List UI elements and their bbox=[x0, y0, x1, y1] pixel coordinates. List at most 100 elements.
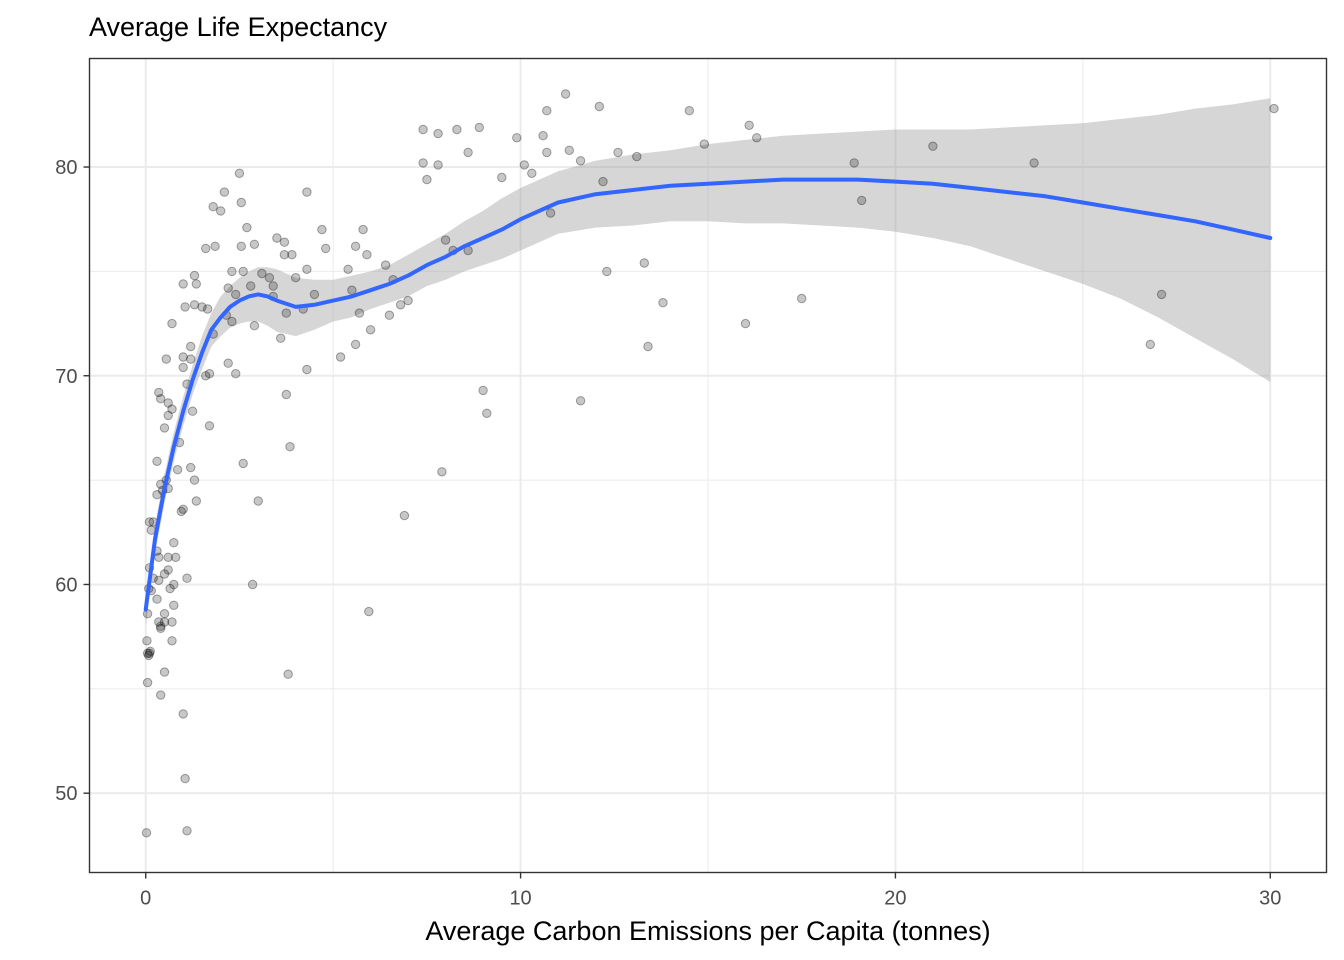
data-point bbox=[238, 458, 248, 469]
data-point bbox=[463, 147, 473, 158]
data-point bbox=[159, 569, 170, 579]
data-point bbox=[1156, 289, 1167, 300]
data-point bbox=[142, 677, 153, 688]
data-point bbox=[152, 490, 162, 500]
data-point bbox=[178, 362, 188, 373]
data-point bbox=[347, 285, 357, 295]
data-point bbox=[246, 281, 256, 291]
data-point bbox=[452, 124, 462, 135]
x-tick-label: 10 bbox=[509, 888, 531, 910]
data-point bbox=[928, 141, 938, 151]
data-point bbox=[227, 316, 237, 327]
data-point bbox=[575, 156, 586, 166]
data-point bbox=[538, 131, 548, 141]
data-point bbox=[744, 120, 754, 131]
data-point bbox=[440, 235, 451, 245]
smooth-trend-line bbox=[143, 177, 1273, 612]
smooth-line-layer bbox=[143, 177, 1273, 612]
data-point bbox=[167, 617, 177, 627]
data-point bbox=[216, 206, 226, 216]
data-point bbox=[163, 398, 173, 408]
major-gridlines bbox=[89, 58, 1327, 873]
data-points-layer bbox=[141, 89, 1279, 838]
data-point bbox=[145, 646, 155, 656]
data-point bbox=[167, 636, 177, 646]
data-point bbox=[281, 308, 291, 318]
data-point bbox=[167, 318, 177, 329]
x-tick-label: 0 bbox=[140, 888, 151, 910]
data-point bbox=[418, 158, 428, 168]
data-point bbox=[358, 224, 368, 235]
data-point bbox=[159, 617, 170, 627]
data-point bbox=[191, 496, 202, 506]
data-point bbox=[740, 318, 751, 329]
data-point bbox=[144, 648, 155, 658]
data-point bbox=[201, 243, 211, 254]
minor-gridlines bbox=[89, 58, 1327, 873]
data-point bbox=[156, 621, 166, 631]
data-point bbox=[169, 538, 179, 548]
data-point bbox=[482, 408, 492, 418]
data-point bbox=[283, 669, 293, 679]
data-point bbox=[399, 510, 410, 521]
data-point bbox=[227, 266, 237, 277]
data-point bbox=[141, 828, 152, 838]
data-point bbox=[208, 202, 218, 212]
data-point bbox=[249, 239, 260, 250]
data-point bbox=[422, 174, 432, 185]
data-point bbox=[189, 300, 200, 310]
panel-border bbox=[88, 57, 1328, 874]
data-point bbox=[191, 279, 202, 289]
data-point bbox=[1029, 158, 1039, 168]
data-point bbox=[236, 241, 247, 252]
data-point bbox=[403, 295, 413, 306]
data-point bbox=[169, 600, 179, 610]
data-point bbox=[362, 250, 372, 260]
data-point bbox=[165, 583, 175, 594]
data-point bbox=[219, 187, 230, 197]
data-point bbox=[437, 467, 447, 477]
data-point bbox=[142, 636, 152, 646]
x-tick-label: 20 bbox=[884, 888, 906, 910]
data-point bbox=[223, 283, 233, 293]
data-point bbox=[142, 648, 153, 658]
data-point bbox=[144, 517, 155, 527]
data-point bbox=[264, 273, 275, 283]
data-point bbox=[152, 456, 162, 466]
data-point bbox=[658, 298, 668, 308]
data-point bbox=[154, 387, 164, 398]
data-point bbox=[474, 122, 484, 133]
data-point bbox=[231, 289, 241, 300]
x-axis-ticks: 0 10 20 30 bbox=[140, 872, 1281, 910]
data-point bbox=[1145, 339, 1156, 350]
data-point bbox=[613, 147, 623, 158]
chart-title: Average Life Expectancy bbox=[89, 12, 388, 42]
data-point bbox=[542, 147, 552, 158]
data-point bbox=[364, 606, 374, 617]
data-point bbox=[156, 394, 166, 404]
data-point bbox=[335, 352, 346, 362]
data-point bbox=[197, 302, 207, 312]
data-point bbox=[234, 168, 245, 179]
data-point bbox=[857, 195, 867, 206]
data-point bbox=[163, 552, 173, 562]
data-point bbox=[159, 667, 170, 677]
data-point bbox=[176, 506, 187, 517]
data-point bbox=[182, 573, 192, 583]
data-point bbox=[380, 260, 391, 270]
data-point bbox=[247, 579, 258, 590]
data-point bbox=[594, 101, 604, 112]
data-point bbox=[231, 369, 241, 379]
x-tick-label: 30 bbox=[1259, 888, 1281, 910]
data-point bbox=[560, 89, 571, 99]
data-point bbox=[643, 341, 653, 352]
data-point bbox=[156, 690, 166, 700]
y-tick-label: 80 bbox=[55, 157, 77, 179]
data-point bbox=[159, 423, 170, 433]
data-point bbox=[189, 270, 200, 281]
data-point bbox=[210, 241, 220, 252]
data-point bbox=[542, 106, 552, 116]
data-point bbox=[287, 250, 297, 260]
data-point bbox=[497, 172, 507, 183]
